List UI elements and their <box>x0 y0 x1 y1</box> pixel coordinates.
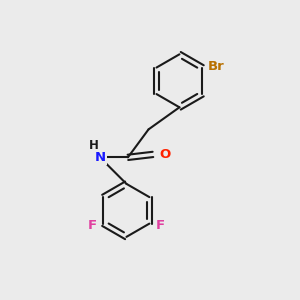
Text: Br: Br <box>208 60 224 73</box>
Text: F: F <box>156 219 165 232</box>
Text: O: O <box>159 148 171 161</box>
Text: N: N <box>94 151 106 164</box>
Text: H: H <box>89 139 99 152</box>
Text: F: F <box>88 219 97 232</box>
